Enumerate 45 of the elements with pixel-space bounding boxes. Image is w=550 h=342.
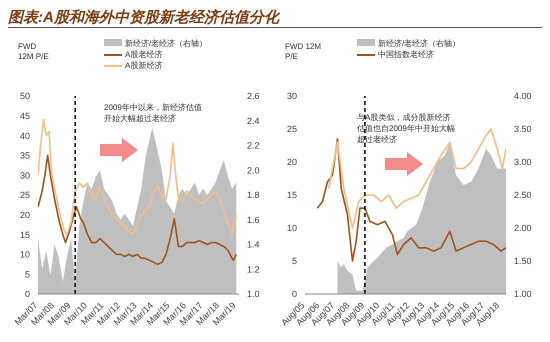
- y-axis-title: FWD 12M P/E: [18, 42, 49, 62]
- y-tick-label: 5: [292, 256, 297, 266]
- y-tick-label: 50: [20, 91, 30, 102]
- y-axis-title: FWD 12M P/E: [285, 42, 321, 62]
- y-tick-label: 45: [20, 110, 30, 121]
- y-tick-label: 25: [20, 190, 30, 200]
- y-tick-label: 15: [286, 190, 297, 200]
- y2-tick-label: 1.6: [247, 214, 260, 225]
- y2-tick-label: 4.00: [514, 91, 532, 102]
- legend-label: A股新经济: [124, 60, 164, 71]
- legend-label: 新经济/老经济（右轴）: [377, 38, 460, 49]
- y-tick-label: 20: [286, 157, 297, 168]
- y-tick-label: 25: [286, 124, 297, 134]
- legend-label: A股老经济: [124, 49, 164, 60]
- y-tick-label: 20: [20, 210, 30, 220]
- y2-tick-label: 1.0: [247, 289, 260, 300]
- y-tick-label: 15: [20, 230, 30, 240]
- line-series: [38, 154, 238, 266]
- y-tick-label: 35: [20, 150, 30, 161]
- y-tick-label: 30: [286, 91, 297, 102]
- annotation: 与A股类似，成分股新经济估值也自2009年中开始大幅超过老经济: [357, 112, 455, 145]
- chart-title: 图表:A股和海外中资股新老经济估值分化: [8, 8, 542, 28]
- y-tick-label: 0: [292, 289, 297, 300]
- y-tick-label: 5: [24, 269, 30, 280]
- y2-tick-label: 3.50: [514, 124, 532, 134]
- y2-tick-label: 1.4: [247, 240, 260, 250]
- y2-tick-label: 3.00: [514, 157, 532, 168]
- y-tick-label: 30: [20, 170, 30, 180]
- legend-label: 新经济/老经济（右轴）: [124, 38, 208, 49]
- y2-tick-label: 2.6: [247, 91, 260, 102]
- y2-tick-label: 2.00: [514, 223, 532, 234]
- y-tick-label: 40: [20, 130, 30, 141]
- legend-label: 中国指数老经济: [377, 49, 435, 60]
- y2-tick-label: 2.50: [514, 190, 532, 200]
- y2-tick-label: 1.8: [247, 190, 260, 200]
- annotation: 2009年中以来，新经济估值开始大幅超过老经济: [104, 102, 203, 124]
- y2-tick-label: 2.4: [247, 116, 260, 126]
- y2-tick-label: 1.00: [514, 289, 532, 300]
- y2-tick-label: 1.2: [247, 264, 260, 274]
- y2-tick-label: 2.2: [247, 140, 260, 151]
- y2-tick-label: 1.50: [514, 256, 532, 266]
- y-tick-label: 10: [286, 223, 297, 234]
- y-tick-label: 0: [24, 289, 30, 300]
- y2-tick-label: 2.0: [247, 165, 260, 176]
- y-tick-label: 10: [20, 250, 30, 260]
